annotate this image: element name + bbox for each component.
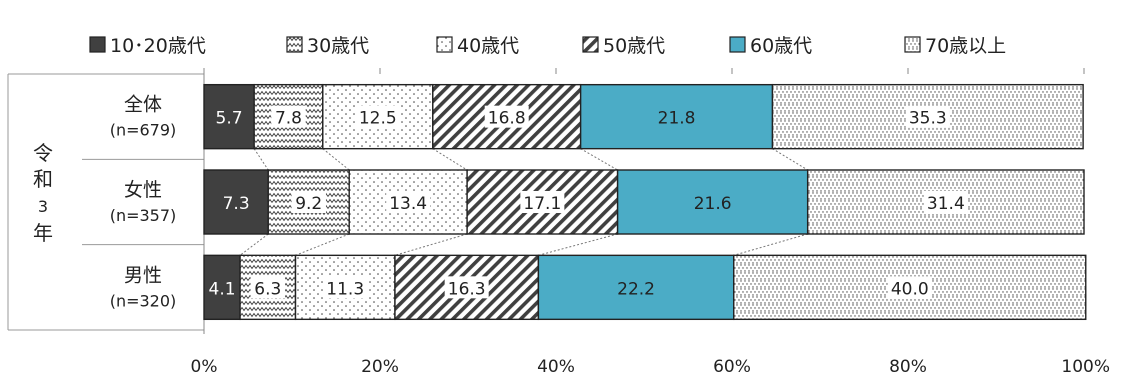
x-tick-label: 40% <box>537 357 575 377</box>
bar-segment-1 <box>203 169 269 235</box>
value-label: 31.4 <box>927 194 965 214</box>
series-line <box>432 148 468 171</box>
value-label: 9.2 <box>295 194 322 214</box>
bar-segment-5 <box>537 254 735 321</box>
x-tick-label: 60% <box>713 357 751 377</box>
value-label: 35.3 <box>909 109 947 129</box>
legend-label-3: 40歳代 <box>457 35 519 57</box>
bar-segment-5 <box>616 169 809 235</box>
group-label-char: 和 <box>33 167 53 191</box>
value-label-bg <box>905 105 950 128</box>
value-label: 22.2 <box>617 279 655 299</box>
series-line <box>772 148 808 171</box>
value-label-bg <box>484 105 529 128</box>
value-label-bg <box>250 276 286 299</box>
row-label-n: (n=679) <box>110 121 177 140</box>
x-tick-label: 100% <box>1061 357 1110 377</box>
series-line <box>239 233 269 256</box>
value-label-bg <box>386 191 431 213</box>
value-label-bg <box>520 191 565 213</box>
value-label-bg <box>887 276 932 299</box>
value-label-bg <box>271 105 306 128</box>
value-label: 7.8 <box>275 109 302 129</box>
legend-swatch-5 <box>729 36 746 53</box>
series-line <box>295 233 350 256</box>
row-labels: 令和 3 年 全体 (n=679) 女性 (n=357) 男性 (n=320) <box>7 73 204 331</box>
series-lines <box>239 148 808 256</box>
legend-swatch-6 <box>904 36 921 53</box>
series-line <box>253 148 269 171</box>
legend-label-2: 30歳代 <box>307 35 369 57</box>
legend-label-4: 50歳代 <box>603 35 665 57</box>
series-line <box>394 233 468 256</box>
value-label: 21.6 <box>694 194 732 214</box>
value-label: 21.8 <box>658 109 696 129</box>
row-label-n: (n=320) <box>110 291 177 310</box>
value-label: 7.3 <box>223 194 250 214</box>
value-label: 17.1 <box>523 194 561 214</box>
series-line <box>580 148 618 171</box>
value-label: 11.3 <box>326 279 364 299</box>
row-label-name: 全体 <box>124 94 162 116</box>
value-label-bg <box>291 191 326 213</box>
legend: 10･20歳代 30歳代 40歳代 50歳代 60歳代 70歳以上 <box>89 35 1006 57</box>
bar-segment-4 <box>432 83 582 150</box>
x-tick-label: 20% <box>361 357 399 377</box>
row-label-name: 女性 <box>124 179 162 201</box>
series-line <box>538 233 618 256</box>
legend-swatch-3 <box>436 36 453 53</box>
value-labels: 5.7 7.8 12.5 16.8 21.8 35.3 7.3 9.2 13.4 17.1 21.6… <box>209 105 968 299</box>
bar-segment-5 <box>579 83 774 150</box>
x-tick-label: 0% <box>191 357 218 377</box>
legend-label-1: 10･20歳代 <box>110 35 206 57</box>
value-label: 16.3 <box>448 279 486 299</box>
legend-label-6: 70歳以上 <box>925 35 1006 57</box>
value-label-bg <box>444 276 489 299</box>
value-label: 40.0 <box>891 279 929 299</box>
value-label: 5.7 <box>216 109 243 129</box>
group-label-char: 3 <box>38 197 48 216</box>
value-label: 16.8 <box>488 109 526 129</box>
legend-swatch-4 <box>582 36 599 53</box>
series-line <box>322 148 350 171</box>
legend-label-5: 60歳代 <box>750 35 812 57</box>
legend-swatch-2 <box>286 36 303 53</box>
value-label-bg <box>355 105 400 128</box>
legend-swatch-1 <box>89 36 106 53</box>
row-label-name: 男性 <box>124 264 162 286</box>
value-label: 12.5 <box>359 109 397 129</box>
row-label-n: (n=357) <box>110 206 177 225</box>
x-tick-label: 80% <box>889 357 927 377</box>
series-line <box>733 233 808 256</box>
value-label: 13.4 <box>389 194 427 214</box>
group-label-char: 年 <box>33 221 53 245</box>
bar-segment-1 <box>203 254 241 321</box>
value-label: 4.1 <box>209 279 236 299</box>
x-tick-labels: 0% 20% 40% 60% 80% 100% <box>191 357 1110 377</box>
value-label: 6.3 <box>254 279 281 299</box>
value-label-bg <box>923 191 968 213</box>
group-label-char: 令 <box>33 141 53 165</box>
value-label-bg <box>323 276 368 299</box>
